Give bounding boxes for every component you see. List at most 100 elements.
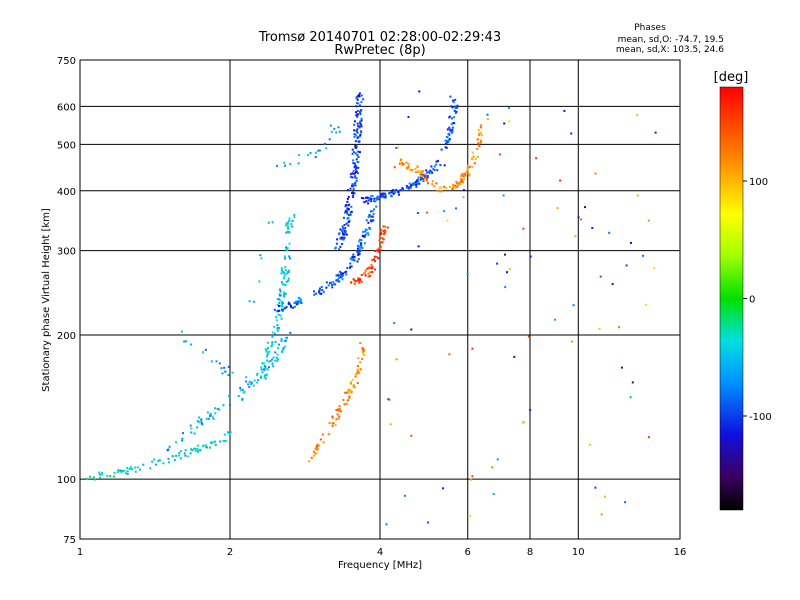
x-tick-label: 1 [77,547,83,558]
data-point [344,271,347,274]
data-point [289,303,292,306]
data-point [281,305,284,307]
data-point [416,182,418,185]
data-point [314,151,317,154]
data-point [347,390,350,393]
data-point [349,262,352,265]
data-point [322,291,325,294]
data-point [554,318,557,321]
data-point [336,280,339,283]
data-point [167,457,170,460]
data-point [347,217,350,219]
data-point [224,439,227,442]
data-point [357,166,360,169]
data-point [356,98,359,101]
data-point [202,351,204,354]
data-point [371,216,374,218]
data-point [220,367,223,370]
data-point [86,478,89,481]
data-point [474,157,477,160]
data-point [444,139,447,142]
colorbar-tick-label: 0 [749,295,755,306]
data-point [588,443,591,446]
data-point [126,466,129,469]
data-point [223,433,226,436]
data-point [352,278,355,281]
data-point [109,475,111,478]
data-point [317,149,320,152]
data-point [476,138,479,141]
data-point [218,408,221,411]
data-point [337,126,340,129]
data-point [343,403,346,406]
data-point [222,404,225,407]
data-point [247,383,250,386]
data-point [271,221,274,224]
data-point [353,162,356,165]
data-point [358,93,361,96]
data-point [142,463,145,466]
data-point [258,280,261,283]
data-point [270,344,273,347]
data-point [358,253,361,256]
colorbar-label: [deg] [714,70,749,85]
data-point [342,272,345,275]
data-point [346,213,349,215]
data-point [345,273,348,276]
data-point [239,386,242,389]
data-point [382,225,385,228]
data-point [428,172,431,175]
data-point [477,129,480,131]
data-point [413,182,416,185]
data-point [126,472,129,475]
data-point [467,172,470,175]
data-point [276,358,279,361]
data-point [342,227,345,230]
data-point [356,250,359,253]
data-point [284,257,286,260]
data-point [508,120,511,123]
data-point [344,230,346,233]
data-point [199,449,202,452]
data-point [496,262,499,265]
data-point [379,195,382,198]
data-point [191,449,194,451]
data-point [253,379,256,382]
data-point [260,366,263,369]
data-point [245,380,248,383]
data-point [417,180,420,183]
data-point [373,255,376,258]
data-point [278,327,280,329]
data-point [476,148,479,150]
data-point [379,249,382,251]
data-point [261,362,264,365]
data-point [354,144,357,147]
data-point [134,466,137,469]
data-point [341,231,344,234]
data-point [190,343,193,346]
data-point [215,360,218,363]
data-point [407,187,410,190]
data-point [281,270,284,273]
data-point [291,225,294,228]
data-point [448,139,451,142]
data-point [464,172,467,175]
data-point [356,372,359,375]
data-point [266,368,269,371]
data-point [347,204,349,207]
data-point [285,249,288,252]
data-point [360,119,363,122]
data-point [280,267,283,270]
data-point [377,247,380,250]
data-point [272,365,275,368]
data-point [347,208,350,211]
data-point [451,117,453,120]
data-point [359,151,361,154]
data-point [129,466,132,469]
data-point [355,134,358,137]
data-point [356,131,359,134]
data-point [290,305,292,307]
data-point [359,104,361,107]
data-point [424,176,427,179]
data-point [130,467,133,470]
